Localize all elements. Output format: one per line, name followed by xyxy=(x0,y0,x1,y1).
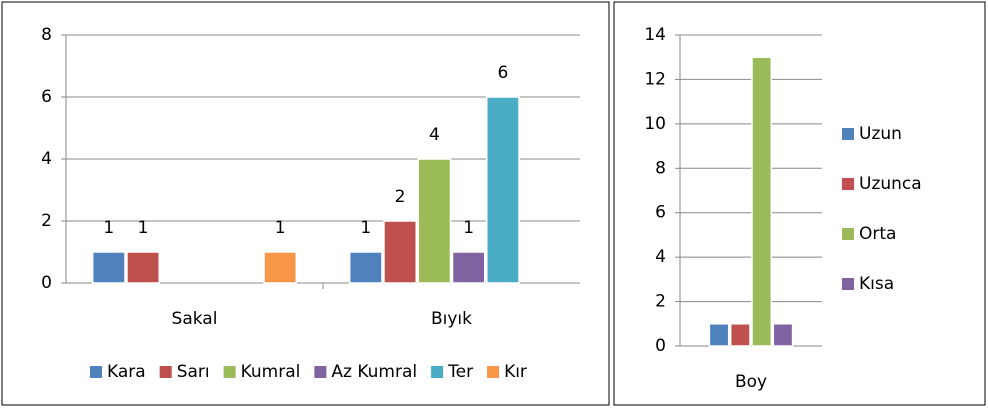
bar xyxy=(417,158,452,284)
legend-label: Sarı xyxy=(177,362,210,382)
legend-swatch xyxy=(431,366,444,378)
bar xyxy=(486,96,520,284)
legend-swatch xyxy=(487,366,500,378)
bar xyxy=(772,323,794,347)
legend-label: Az Kumral xyxy=(331,362,417,382)
data-label: 6 xyxy=(497,63,508,83)
bar xyxy=(751,56,773,347)
y-tick-label: 14 xyxy=(644,25,666,45)
y-tick-label: 8 xyxy=(655,158,666,178)
bar xyxy=(383,220,417,284)
data-label: 1 xyxy=(138,218,149,238)
y-tick-label: 0 xyxy=(655,336,666,356)
bar xyxy=(126,251,160,284)
y-tick-label: 4 xyxy=(655,247,666,267)
bar xyxy=(263,251,298,284)
legend-swatch xyxy=(90,366,102,378)
legend-label: Orta xyxy=(859,224,896,244)
y-tick-label: 4 xyxy=(41,149,52,169)
y-tick-label: 10 xyxy=(644,114,666,134)
bar xyxy=(729,323,751,347)
bar xyxy=(91,251,126,284)
right-chart-frame xyxy=(613,1,986,406)
x-tick-label: Sakal xyxy=(172,309,218,329)
y-tick-label: 0 xyxy=(41,273,52,293)
data-label: 1 xyxy=(360,218,371,238)
legend-swatch xyxy=(159,366,172,378)
data-label: 1 xyxy=(103,218,114,238)
y-tick-label: 2 xyxy=(655,292,666,312)
y-tick-label: 6 xyxy=(655,203,666,223)
data-label: 1 xyxy=(275,218,286,238)
data-label: 4 xyxy=(429,125,440,145)
data-label: 1 xyxy=(463,218,474,238)
legend-label: Ter xyxy=(447,362,473,382)
legend-swatch xyxy=(314,366,327,378)
legend-swatch xyxy=(842,278,854,290)
bar xyxy=(348,251,383,284)
y-tick-label: 8 xyxy=(41,25,52,45)
legend-label: Kır xyxy=(504,362,527,382)
y-tick-label: 6 xyxy=(41,87,52,107)
legend-label: Kısa xyxy=(859,274,894,294)
y-tick-label: 2 xyxy=(41,211,52,231)
x-tick-label: Bıyık xyxy=(431,309,472,329)
y-tick-label: 12 xyxy=(644,69,666,89)
x-tick-label: Boy xyxy=(735,372,767,392)
legend-swatch xyxy=(842,128,854,140)
legend-swatch xyxy=(842,178,854,190)
legend-label: Kara xyxy=(107,362,146,382)
bar xyxy=(708,323,730,347)
data-label: 2 xyxy=(395,187,406,207)
legend-swatch xyxy=(223,366,236,378)
legend-label: Kumral xyxy=(241,362,301,382)
legend-swatch xyxy=(842,228,854,240)
legend-label: Uzunca xyxy=(859,174,922,194)
legend-label: Uzun xyxy=(859,124,902,144)
bar xyxy=(451,251,486,284)
